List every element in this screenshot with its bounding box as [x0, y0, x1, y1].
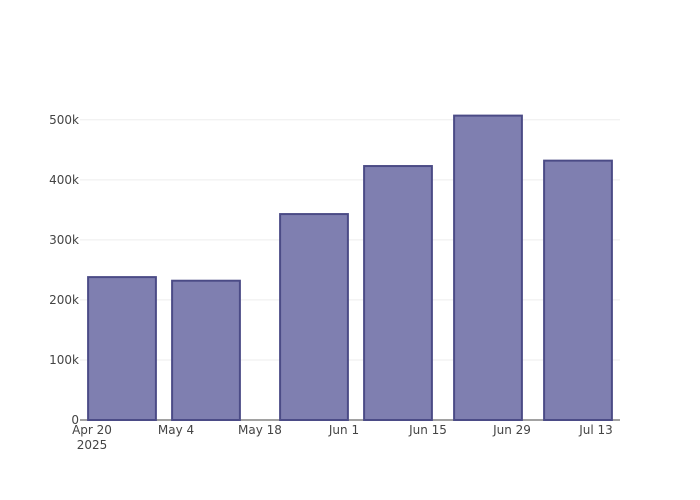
bar	[363, 165, 433, 421]
x-tick-label: Apr 20 2025	[72, 423, 112, 452]
bar	[171, 279, 241, 421]
y-tick-label: 300k	[49, 233, 79, 247]
x-tick-label: Jun 1	[328, 423, 359, 437]
y-tick-label: 500k	[49, 113, 79, 127]
x-tick-label: May 4	[158, 423, 194, 437]
x-tick-label: Jun 29	[492, 423, 531, 437]
y-tick-label: 200k	[49, 293, 79, 307]
y-tick-label: 100k	[49, 353, 79, 367]
x-tick-label: Jul 13	[578, 423, 613, 437]
y-tick-label: 400k	[49, 173, 79, 187]
x-tick-label: Jun 15	[408, 423, 447, 437]
bar	[543, 159, 613, 421]
bar	[453, 114, 523, 422]
x-tick-label: May 18	[238, 423, 282, 437]
bar	[279, 213, 349, 421]
y-tick-label: 0	[71, 413, 79, 427]
bar	[87, 276, 157, 421]
